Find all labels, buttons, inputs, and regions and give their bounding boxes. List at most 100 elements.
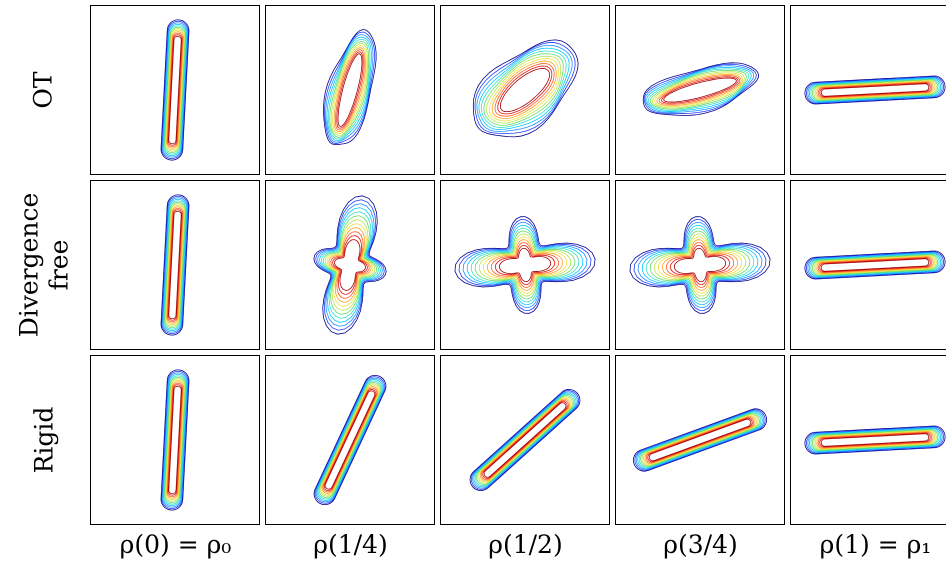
contour-line-11 [337,53,363,127]
contour-line-11 [498,247,552,283]
contour-line-0 [454,216,596,314]
contour-panel-r0-c3 [615,5,785,175]
contour-line-2 [807,252,943,278]
contour-line-5 [811,79,939,101]
contour-line-1 [314,376,386,504]
contour-line-2 [472,391,578,489]
contour-line-0 [160,19,190,161]
contour-line-0 [472,39,579,138]
contour-line-7 [657,236,743,294]
contour-line-6 [641,414,759,466]
contour-line-6 [486,55,562,124]
contour-plot-r0-c0 [160,19,190,161]
contour-line-11 [663,77,737,103]
contour-panel-r2-c4 [790,355,946,525]
contour-line-9 [658,75,741,105]
contour-line-6 [330,43,368,136]
contour-panel-r1-c3 [615,180,785,350]
contour-line-2 [635,410,765,470]
contour-line-10 [323,389,377,491]
contour-line-7 [814,80,936,100]
contour-line-1 [643,63,757,114]
contour-line-3 [466,224,584,306]
contour-line-3 [473,392,577,488]
contour-line-1 [634,409,766,471]
contour-line-9 [166,32,184,148]
contour-line-11 [648,418,752,462]
row-label-ot-text: OT [28,71,58,109]
row-label-rigid-text: Rigid [28,406,58,474]
contour-line-9 [665,242,735,288]
contour-line-10 [167,209,183,321]
contour-line-8 [321,386,379,494]
contour-line-0 [804,250,946,280]
contour-line-8 [816,256,934,274]
row-label-divergence-free: Divergence free [0,180,88,350]
contour-line-7 [488,58,559,122]
contour-line-0 [160,369,190,511]
contour-line-11 [820,83,930,97]
contour-line-8 [333,47,366,133]
contour-line-10 [167,34,183,146]
contour-line-1 [633,219,767,311]
contour-line-9 [817,256,933,274]
contour-line-0 [629,216,771,314]
contour-line-10 [819,257,931,273]
contour-line-9 [817,81,933,99]
contour-line-4 [480,50,567,128]
contour-line-9 [330,231,370,299]
col-label-rho-three-quarter: ρ(3/4) [663,530,738,559]
contour-line-2 [162,197,188,333]
row-label-line-1: Divergence [14,192,44,338]
contour-line-11 [483,402,567,478]
contour-line-3 [319,207,381,323]
contour-line-9 [481,399,569,481]
contour-panel-r1-c2 [440,180,610,350]
contour-plot-r0-c2 [472,39,579,138]
contour-line-9 [334,49,365,131]
contour-line-6 [653,233,747,297]
contour-plot-r1-c3 [629,216,771,314]
contour-line-10 [332,235,368,295]
contour-line-5 [329,41,369,138]
contour-line-6 [164,28,186,152]
contour-line-2 [807,77,943,103]
contour-plot-r2-c2 [469,389,581,491]
contour-line-7 [814,430,936,450]
contour-line-5 [649,230,751,300]
contour-line-0 [160,194,190,336]
contour-line-11 [673,247,727,283]
contour-line-6 [164,378,186,502]
contour-plot-r0-c1 [323,29,377,146]
col-label-rho-half: ρ(1/2) [488,530,563,559]
contour-line-8 [166,381,184,499]
contour-line-4 [647,68,750,111]
contour-line-3 [478,47,570,130]
contour-line-4 [645,227,755,303]
contour-line-10 [647,417,753,463]
contour-line-11 [820,433,930,447]
contour-line-8 [816,431,934,449]
contour-line-6 [477,396,573,484]
contour-line-5 [811,429,939,451]
contour-line-9 [322,387,378,493]
contour-line-3 [641,224,759,306]
contour-line-1 [324,31,376,144]
contour-line-5 [476,395,574,485]
contour-line-9 [817,431,933,449]
contour-line-7 [165,204,185,326]
contour-line-0 [323,29,377,146]
contour-line-1 [806,426,944,454]
contour-line-5 [474,230,576,300]
contour-plot-r1-c4 [804,250,946,280]
contour-panel-r0-c2 [440,5,610,175]
contour-panel-r2-c2 [440,355,610,525]
contour-line-4 [317,380,383,500]
contour-line-2 [325,34,374,143]
contour-line-3 [316,379,384,501]
contour-line-7 [482,236,568,294]
contour-line-6 [324,219,376,311]
contour-line-8 [486,239,564,291]
contour-line-11 [168,385,182,495]
contour-line-1 [806,76,944,104]
